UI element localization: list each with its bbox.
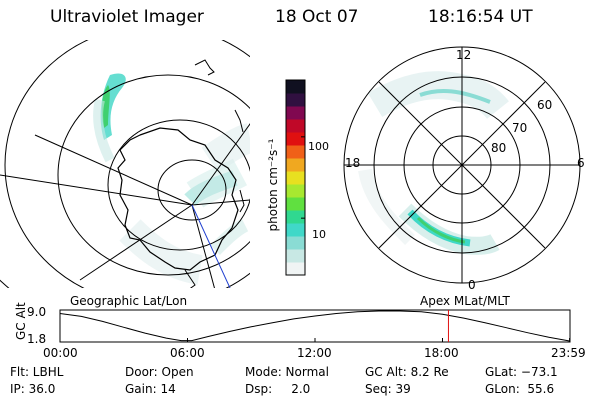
magnetic-polar-plot [343, 46, 581, 284]
colorbar [285, 79, 306, 276]
status-dsp: Dsp: 2.0 [245, 382, 311, 396]
status-glon: GLon: 55.6 [485, 382, 555, 396]
apex-panel-label: Apex MLat/MLT [420, 294, 510, 308]
time-tick-2: 12:00 [297, 346, 332, 360]
colorbar-segment [286, 197, 305, 211]
mlt-label-0: 0 [468, 278, 476, 292]
status-mode: Mode: Normal [245, 365, 329, 379]
colorbar-tick-10: 10 [312, 228, 326, 241]
colorbar-segment [286, 119, 305, 133]
coastline-detail [184, 59, 245, 288]
altitude-tick-max: 9.0 [27, 305, 47, 319]
colorbar-unit-label: photon cm⁻²s⁻¹ [266, 138, 280, 232]
colorbar-segment [286, 145, 305, 159]
geographic-panel-label: Geographic Lat/Lon [70, 294, 188, 308]
status-gain: Gain: 14 [125, 382, 176, 396]
aurora-emission-left [93, 73, 250, 285]
aurora-emission-right [358, 71, 509, 255]
geographic-map [0, 40, 250, 288]
colorbar-segment [286, 132, 305, 146]
mlat-label-70: 70 [512, 121, 528, 135]
colorbar-segment [286, 249, 305, 263]
time-tick-0: 00:00 [43, 346, 78, 360]
status-glat: GLat: −73.1 [485, 365, 558, 379]
colorbar-segment [286, 80, 305, 94]
time-tick-4: 23:59 [551, 346, 586, 360]
colorbar-segment [286, 210, 305, 224]
status-gc-alt: GC Alt: 8.2 Re [365, 365, 449, 379]
colorbar-segment [286, 171, 305, 185]
lat-circles [0, 40, 250, 288]
status-door: Door: Open [125, 365, 194, 379]
status-filter: Flt: LBHL [10, 365, 64, 379]
altitude-trace [59, 310, 570, 342]
antarctica-coastline [117, 127, 239, 271]
altitude-x-ticks [59, 338, 571, 342]
image-date: 18 Oct 07 [275, 7, 359, 27]
status-seq: Seq: 39 [365, 382, 411, 396]
colorbar-segment [286, 184, 305, 198]
colorbar-segment [286, 158, 305, 172]
colorbar-segment [286, 262, 305, 276]
altitude-plot-frame [59, 309, 571, 343]
image-time: 18:16:54 UT [428, 7, 533, 27]
colorbar-segment [286, 106, 305, 120]
colorbar-segment [286, 93, 305, 107]
altitude-tick-min: 1.8 [27, 332, 47, 346]
colorbar-tick-100: 100 [308, 140, 329, 153]
lon-meridians [0, 123, 250, 288]
mlat-label-80: 80 [491, 141, 507, 155]
colorbar-segment [286, 236, 305, 250]
terminator-line [191, 204, 231, 288]
instrument-title: Ultraviolet Imager [50, 7, 204, 27]
mlt-label-6: 6 [577, 156, 585, 170]
mlat-label-60: 60 [537, 98, 553, 112]
mlt-label-18: 18 [345, 156, 361, 170]
mlt-label-12: 12 [456, 48, 472, 62]
time-tick-1: 06:00 [170, 346, 205, 360]
mlt-spokes [344, 47, 580, 283]
colorbar-frame [285, 79, 306, 276]
status-ip: IP: 36.0 [10, 382, 56, 396]
colorbar-segment [286, 223, 305, 237]
altitude-axis-label: GC Alt [14, 302, 28, 340]
time-tick-3: 18:00 [424, 346, 459, 360]
